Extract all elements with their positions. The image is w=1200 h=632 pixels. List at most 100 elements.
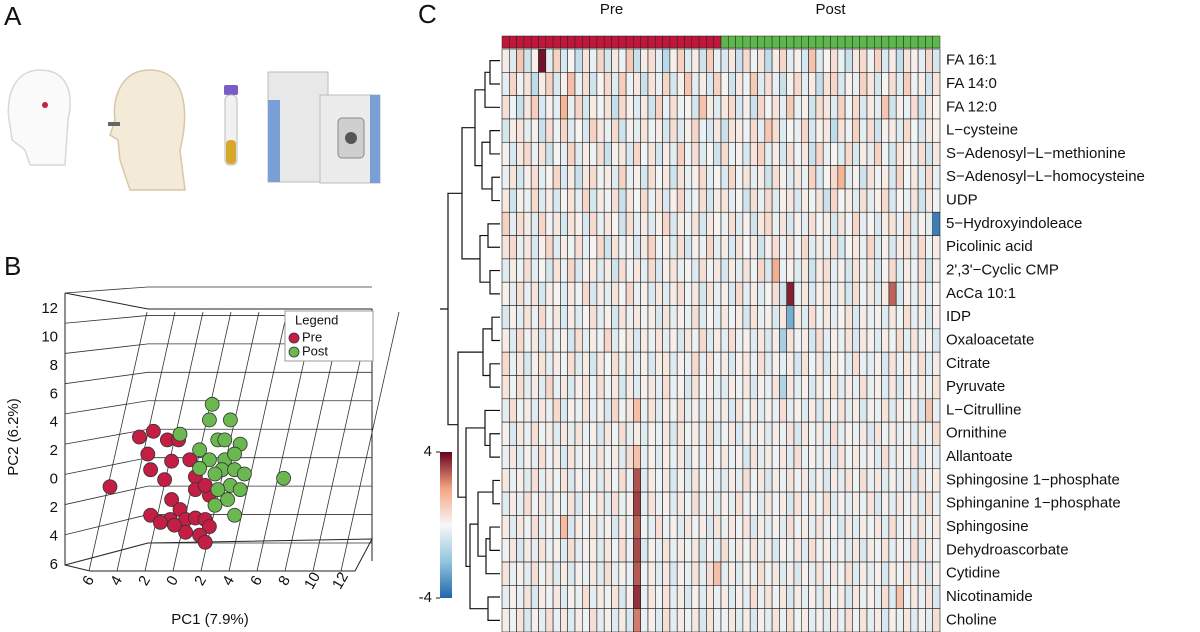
heatmap-cell [925,211,934,236]
heatmap-cell [698,305,707,330]
heatmap-cell [684,141,693,166]
heatmap-cell [895,561,904,586]
heatmap-cell [698,585,707,609]
heatmap-cell [881,328,890,353]
group-cell [618,35,627,49]
group-cell [501,35,510,49]
heatmap-cell [910,305,919,330]
heatmap-cell [574,328,583,353]
heatmap-cell [866,235,875,260]
heatmap-cell [932,491,941,516]
heatmap-cell [895,211,904,236]
heatmap-cell [822,72,831,96]
heatmap-cell [669,375,678,400]
heatmap-cell [516,235,525,260]
heatmap-cell [932,468,941,493]
heatmap-cell [618,491,627,516]
heatmap-cell [647,585,656,609]
heatmap-cell [647,375,656,400]
heatmap-cell [830,95,839,120]
heatmap-cell [618,72,627,96]
heatmap-cell [581,188,590,213]
point [164,453,180,469]
heatmap-cell [932,538,941,563]
heatmap-cell [625,445,634,470]
heatmap-cell [654,515,663,540]
heatmap-cell [589,421,598,446]
heatmap-cell [581,165,590,190]
heatmap-cell [793,515,802,540]
heatmap-cell [589,351,598,376]
heatmap-cell [742,258,751,283]
heatmap-cell [691,235,700,260]
heatmap-cell [545,305,554,330]
heatmap-cell [603,421,612,446]
heatmap-cell [713,608,722,632]
heatmap-cell [662,375,671,400]
heatmap-cell [749,398,758,423]
heatmap-cell [844,258,853,283]
heatmap-cell [742,351,751,376]
heatmap-cell [779,48,788,73]
heatmap-cell [786,281,795,306]
heatmap-cell [837,491,846,516]
heatmap-cell [764,141,773,166]
heatmap-cell [888,141,897,166]
heatmap-cell [815,398,824,423]
heatmap-cell [633,188,642,213]
heatmap-cell [830,491,839,516]
group-cell [757,35,766,49]
heatmap-cell [917,538,926,563]
heatmap-cell [684,281,693,306]
heatmap-cell [618,351,627,376]
legend-marker [288,332,300,344]
heatmap-cell [866,188,875,213]
group-cell [917,35,926,49]
heatmap-cell [508,445,517,470]
heatmap-cell [830,375,839,400]
heatmap-cell [786,445,795,470]
x-tick-label: 6 [247,573,266,589]
heatmap-cell [844,445,853,470]
heatmap-cell [647,468,656,493]
heatmap-cell [713,421,722,446]
heatmap-cell [713,281,722,306]
illustration [7,69,381,191]
heatmap-cell [640,95,649,120]
heatmap-cell [852,585,861,609]
heatmap-cell [837,95,846,120]
heatmap-cell [888,398,897,423]
heatmap-cell [538,141,547,166]
group-cell [625,35,634,49]
heatmap-cell [647,281,656,306]
heatmap-cell [830,141,839,166]
heatmap-cell [830,328,839,353]
heatmap-cell [654,561,663,586]
heatmap-cell [611,375,620,400]
heatmap-cell [603,118,612,143]
heatmap-cell [837,445,846,470]
heatmap-cell [713,375,722,400]
heatmap-cell [706,421,715,446]
heatmap-cell [603,445,612,470]
heatmap-cell [567,141,576,166]
heatmap-cell [611,118,620,143]
heatmap-cell [530,235,539,260]
heatmap-cell [567,211,576,236]
heatmap-cell [706,538,715,563]
heatmap-cell [925,445,934,470]
heatmap-cell [625,328,634,353]
heatmap-cell [822,491,831,516]
heatmap-cell [910,188,919,213]
heatmap-cell [720,445,729,470]
heatmap-cell [866,538,875,563]
heatmap-cell [771,491,780,516]
heatmap-cell [749,491,758,516]
heatmap-cell [735,491,744,516]
heatmap-cell [574,421,583,446]
heatmap-cell [596,141,605,166]
heatmap-cell [662,211,671,236]
heatmap-cell [881,165,890,190]
heatmap-cell [603,188,612,213]
heatmap-cell [706,398,715,423]
